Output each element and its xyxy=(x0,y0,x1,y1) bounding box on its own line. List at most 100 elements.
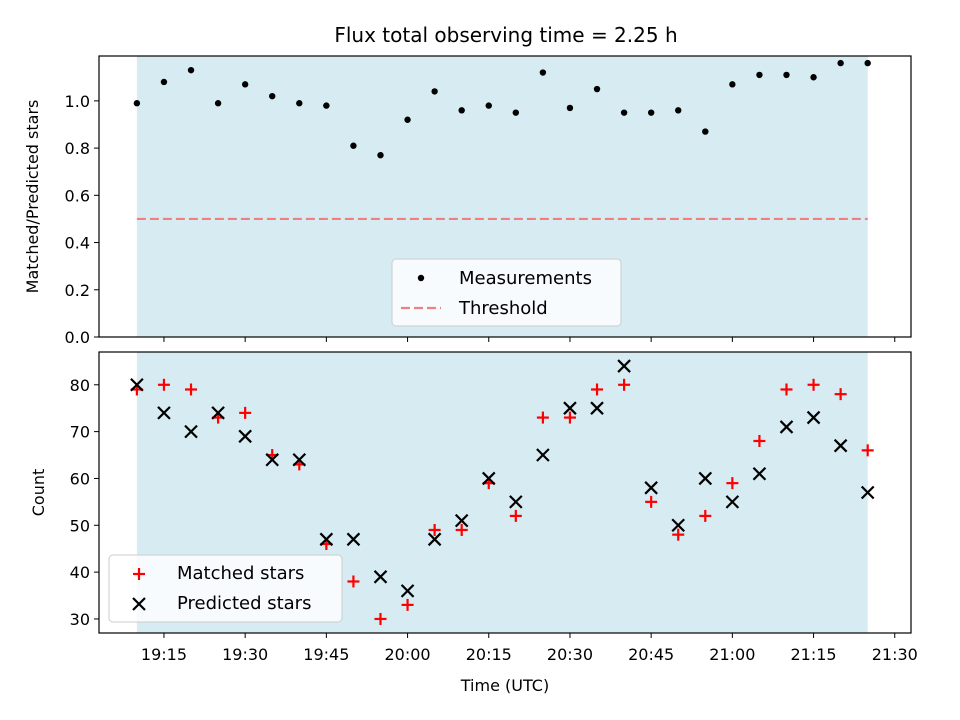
x-tick-label: 19:30 xyxy=(222,645,268,664)
predicted-star-point xyxy=(319,532,334,547)
predicted-x-b xyxy=(454,513,469,528)
predicted-x-b xyxy=(644,481,658,495)
matched-star-point xyxy=(185,383,198,396)
predicted-star-point xyxy=(806,410,821,425)
top-panel: 0.0 0.2 0.4 0.6 0.8 1.0 Matched/Predicted star… xyxy=(23,55,912,347)
predicted-x-b xyxy=(698,471,713,486)
predicted-x-b xyxy=(265,452,280,467)
matched-star-point xyxy=(374,612,387,625)
legend-predicted-marker-b xyxy=(132,597,146,611)
predicted-x-b xyxy=(509,495,523,509)
x-tick-label: 20:15 xyxy=(466,645,512,664)
predicted-star-point xyxy=(860,485,875,500)
x-tick-label: 19:15 xyxy=(141,645,187,664)
predicted-star-point xyxy=(184,424,198,439)
matched-star-point xyxy=(672,528,685,541)
predicted-star-point xyxy=(400,584,415,598)
measurement-point xyxy=(675,107,682,114)
measurement-point xyxy=(810,74,817,81)
legend-matched-label: Matched stars xyxy=(177,563,304,584)
measurement-point xyxy=(404,116,411,123)
y-tick-label: 0.8 xyxy=(65,139,90,158)
matched-star-point xyxy=(401,598,414,611)
predicted-x-b xyxy=(184,424,198,439)
measurement-point xyxy=(485,102,492,109)
predicted-star-point xyxy=(130,378,144,392)
top-axes-frame xyxy=(98,55,912,338)
y-tick-label: 0.2 xyxy=(65,281,90,300)
predicted-x-b xyxy=(238,429,252,444)
top-legend-box xyxy=(391,258,622,327)
top-y-axis-label: Matched/Predicted stars xyxy=(23,100,42,294)
predicted-star-point xyxy=(725,495,740,509)
matched-star-point xyxy=(618,378,631,391)
measurement-point xyxy=(593,85,601,93)
measurement-point xyxy=(864,59,871,67)
x-axis-label: Time (UTC) xyxy=(460,676,549,695)
predicted-x-b xyxy=(346,532,361,547)
matched-star-point xyxy=(509,509,522,522)
matched-star-point xyxy=(239,406,252,419)
predicted-star-point xyxy=(833,438,848,453)
measurement-point xyxy=(783,71,790,79)
predicted-x-b xyxy=(211,406,225,420)
x-tick-label: 20:30 xyxy=(547,645,593,664)
predicted-x-b xyxy=(481,471,496,486)
predicted-star-point xyxy=(509,495,523,509)
predicted-star-point xyxy=(536,448,550,462)
y-tick-label: 0.0 xyxy=(65,328,90,347)
predicted-star-point xyxy=(427,532,442,547)
x-tick-label: 19:45 xyxy=(303,645,349,664)
measurement-point xyxy=(756,71,763,79)
predicted-x-b xyxy=(373,570,388,584)
y-tick-label: 80 xyxy=(70,376,90,395)
matched-star-point xyxy=(861,444,874,457)
predicted-x-b xyxy=(752,466,767,481)
bottom-axes-frame xyxy=(98,351,912,634)
legend-threshold-label: Threshold xyxy=(458,298,548,319)
matched-star-point xyxy=(753,434,766,447)
measurement-point xyxy=(620,109,628,116)
predicted-star-point xyxy=(779,420,794,434)
matched-star-point xyxy=(645,495,658,508)
figure-title: Flux total observing time = 2.25 h xyxy=(334,23,677,47)
legend-measurements-label: Measurements xyxy=(459,268,592,289)
bottom-legend-box xyxy=(108,554,343,623)
predicted-x-b xyxy=(563,401,577,415)
matched-star-point xyxy=(428,523,441,536)
predicted-x-b xyxy=(292,452,307,467)
predicted-star-point xyxy=(617,359,631,373)
measurement-point xyxy=(377,151,384,159)
matched-star-point xyxy=(726,477,739,490)
top-legend: Measurements Threshold xyxy=(391,258,622,327)
predicted-x-b xyxy=(617,359,631,373)
matched-star-point xyxy=(347,575,360,588)
measurement-point xyxy=(837,59,844,67)
predicted-x-b xyxy=(671,518,686,533)
predicted-x-b xyxy=(806,410,821,425)
measurement-point xyxy=(539,69,547,76)
measurement-point xyxy=(160,78,168,86)
measurement-point xyxy=(458,107,465,114)
predicted-star-point xyxy=(481,471,496,486)
x-tick-label: 21:00 xyxy=(709,645,755,664)
bottom-y-axis-label: Count xyxy=(29,469,48,517)
y-tick-label: 30 xyxy=(70,610,90,629)
predicted-star-point xyxy=(454,513,469,528)
y-tick-label: 40 xyxy=(70,563,90,582)
y-tick-label: 0.4 xyxy=(65,234,90,253)
measurement-point xyxy=(323,102,330,109)
matched-star-point xyxy=(699,509,712,522)
x-tick-label: 21:15 xyxy=(791,645,837,664)
matched-star-point xyxy=(536,411,549,424)
measurement-point xyxy=(296,100,303,107)
matched-star-point xyxy=(780,383,793,396)
predicted-star-point xyxy=(698,471,713,486)
measurement-point xyxy=(702,128,709,135)
matched-star-point xyxy=(834,388,847,401)
x-tick-label: 21:30 xyxy=(872,645,918,664)
predicted-x-b xyxy=(427,532,442,547)
predicted-x-b xyxy=(590,401,604,415)
measurement-point xyxy=(350,142,357,149)
